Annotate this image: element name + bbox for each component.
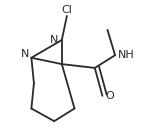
Text: Cl: Cl xyxy=(61,5,72,15)
Text: NH: NH xyxy=(118,50,134,60)
Text: N: N xyxy=(50,35,59,45)
Text: N: N xyxy=(20,49,29,59)
Text: O: O xyxy=(106,91,114,101)
